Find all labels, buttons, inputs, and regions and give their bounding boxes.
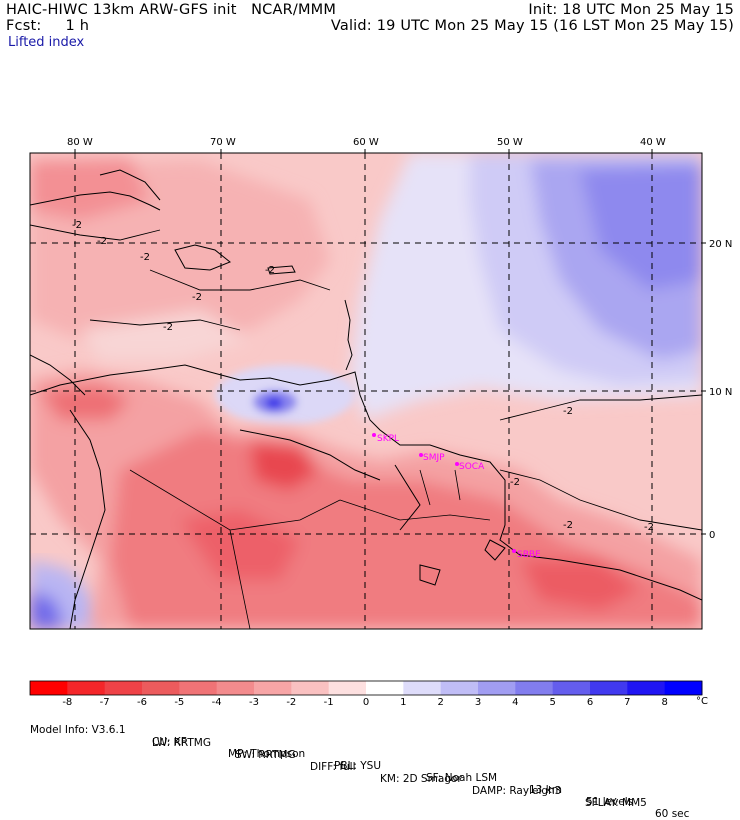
contour-label: -2 xyxy=(265,265,275,276)
lon-label: 70 W xyxy=(210,137,236,148)
contour-label: -2 xyxy=(192,292,202,303)
pacific-positive xyxy=(30,560,100,629)
forecast-hour: Fcst: 1 h xyxy=(6,18,90,34)
colorbar-swatch xyxy=(328,681,367,695)
station-label: SMJP xyxy=(423,453,445,463)
colorbar-swatch xyxy=(478,681,516,695)
graticule xyxy=(30,153,702,629)
caribbean-band xyxy=(30,158,330,360)
field-name: Lifted index xyxy=(8,35,85,50)
colorbar-tick-label: -6 xyxy=(137,697,147,708)
colorbar-swatch xyxy=(67,681,106,695)
longitude-labels: 80 W 70 W 60 W 50 W 40 W xyxy=(67,137,666,148)
contour-labels: -2 -2 -2 -2 -2 -2 -2 -2 -2 -2 xyxy=(72,220,654,533)
colorbar-tick-label: 4 xyxy=(512,697,518,708)
init-time: Init: 18 UTC Mon 25 May 15 xyxy=(528,2,734,18)
colorbar-tick-label: -8 xyxy=(62,697,72,708)
colorbar-tick-label: -3 xyxy=(249,697,259,708)
lat-label: 10 N xyxy=(709,387,732,398)
colorbar-swatch xyxy=(664,681,703,695)
colorbar-tick-label: -4 xyxy=(212,697,222,708)
colorbar-tick-label: 6 xyxy=(587,697,593,708)
colorbar-swatch xyxy=(30,681,68,695)
negative-li-region xyxy=(30,370,702,629)
km-scheme: KM: 2D Smagor xyxy=(380,773,462,785)
latitude-labels: 20 N 10 N 0 xyxy=(709,239,732,541)
contour-label: -2 xyxy=(163,322,173,333)
lw-scheme: LW: RRTMG xyxy=(152,737,211,749)
colorbar-tick-label: -1 xyxy=(324,697,334,708)
colorbar-swatch xyxy=(590,681,628,695)
contours xyxy=(30,224,702,531)
lifted-index-map: -2 -2 -2 -2 -2 -2 -2 -2 -2 -2 SKPL SMJP … xyxy=(29,137,732,708)
lat-label: 20 N xyxy=(709,239,732,250)
contour-label: -2 xyxy=(563,520,573,531)
colorbar-tick-label: 5 xyxy=(549,697,555,708)
colorbar-swatch xyxy=(366,681,404,695)
station-label: SOCA xyxy=(459,462,485,472)
colorbar-swatch xyxy=(552,681,591,695)
timestep: 60 sec xyxy=(655,808,690,820)
colorbar-swatch xyxy=(254,681,292,695)
colorbar xyxy=(29,680,703,696)
colorbar-swatch xyxy=(515,681,554,695)
model-info: Model Info: V3.6.1 xyxy=(30,724,126,736)
lon-label: 80 W xyxy=(67,137,93,148)
colorbar-swatch xyxy=(403,681,442,695)
lon-label: 60 W xyxy=(353,137,379,148)
colorbar-tick-label: 2 xyxy=(437,697,443,708)
colorbar-swatch xyxy=(216,681,255,695)
positive-spot xyxy=(215,365,355,425)
station-label: SBBE xyxy=(517,550,541,560)
frame-ticks xyxy=(74,149,706,535)
colorbar-tick-label: -7 xyxy=(100,697,110,708)
station-label: SKPL xyxy=(377,434,399,444)
colorbar-tick-label: -2 xyxy=(286,697,296,708)
colorbar-tick-label: -5 xyxy=(174,697,184,708)
colorbar-tick-label: 0 xyxy=(363,697,369,708)
contour-label: -2 xyxy=(140,252,150,263)
contour-label: -2 xyxy=(97,236,107,247)
colorbar-labels: -8 -7 -6 -5 -4 -3 -2 -1 0 1 2 3 4 5 6 7 8 xyxy=(62,697,668,708)
model-title: HAIC-HIWC 13km ARW-GFS init NCAR/MMM xyxy=(6,2,337,18)
contour-label: -2 xyxy=(644,522,654,533)
station-marker xyxy=(372,433,376,437)
colorbar-tick-label: 1 xyxy=(400,697,406,708)
station-marker xyxy=(512,549,516,553)
contour-label: -2 xyxy=(563,406,573,417)
colorbar-tick-label: 8 xyxy=(661,697,667,708)
lon-label: 40 W xyxy=(640,137,666,148)
colorbar-swatch xyxy=(104,681,143,695)
stations: SKPL SMJP SOCA SBBE xyxy=(372,433,541,560)
colorbar-swatch xyxy=(291,681,330,695)
lat-label: 0 xyxy=(709,530,715,541)
map-field: -2 -2 -2 -2 -2 -2 -2 -2 -2 -2 SKPL SMJP … xyxy=(30,153,702,629)
station-marker xyxy=(455,462,459,466)
footer-line-2: LW: RRTMG SW: RRTMG DIFF: full KM: 2D Sm… xyxy=(0,725,740,809)
colorbar-swatch xyxy=(179,681,218,695)
coastlines xyxy=(30,169,702,629)
colorbar-tick-label: 3 xyxy=(475,697,481,708)
colorbar-frame xyxy=(29,680,703,696)
colorbar-tick-label: 7 xyxy=(624,697,630,708)
colorbar-swatch xyxy=(142,681,180,695)
damp-scheme: DAMP: Rayleigh3 xyxy=(472,785,562,797)
sflay-scheme: SFLAY: MM5 xyxy=(585,797,647,809)
station-marker xyxy=(419,453,423,457)
valid-time: Valid: 19 UTC Mon 25 May 15 (16 LST Mon … xyxy=(330,18,734,34)
colorbar-swatch xyxy=(627,681,666,695)
sw-scheme: SW: RRTMG xyxy=(235,749,296,761)
colorbar-swatch xyxy=(440,681,479,695)
positive-li-region xyxy=(350,153,702,420)
contour-label: -2 xyxy=(510,477,520,488)
lon-label: 50 W xyxy=(497,137,523,148)
colorbar-unit: °C xyxy=(696,696,708,707)
diff-scheme: DIFF: full xyxy=(310,761,356,773)
contour-label: -2 xyxy=(72,220,82,231)
